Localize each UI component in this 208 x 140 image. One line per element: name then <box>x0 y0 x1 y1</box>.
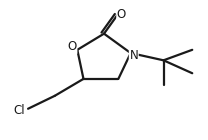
Text: O: O <box>117 8 126 21</box>
Text: O: O <box>68 40 77 53</box>
Text: Cl: Cl <box>13 104 25 117</box>
Text: N: N <box>129 49 138 62</box>
